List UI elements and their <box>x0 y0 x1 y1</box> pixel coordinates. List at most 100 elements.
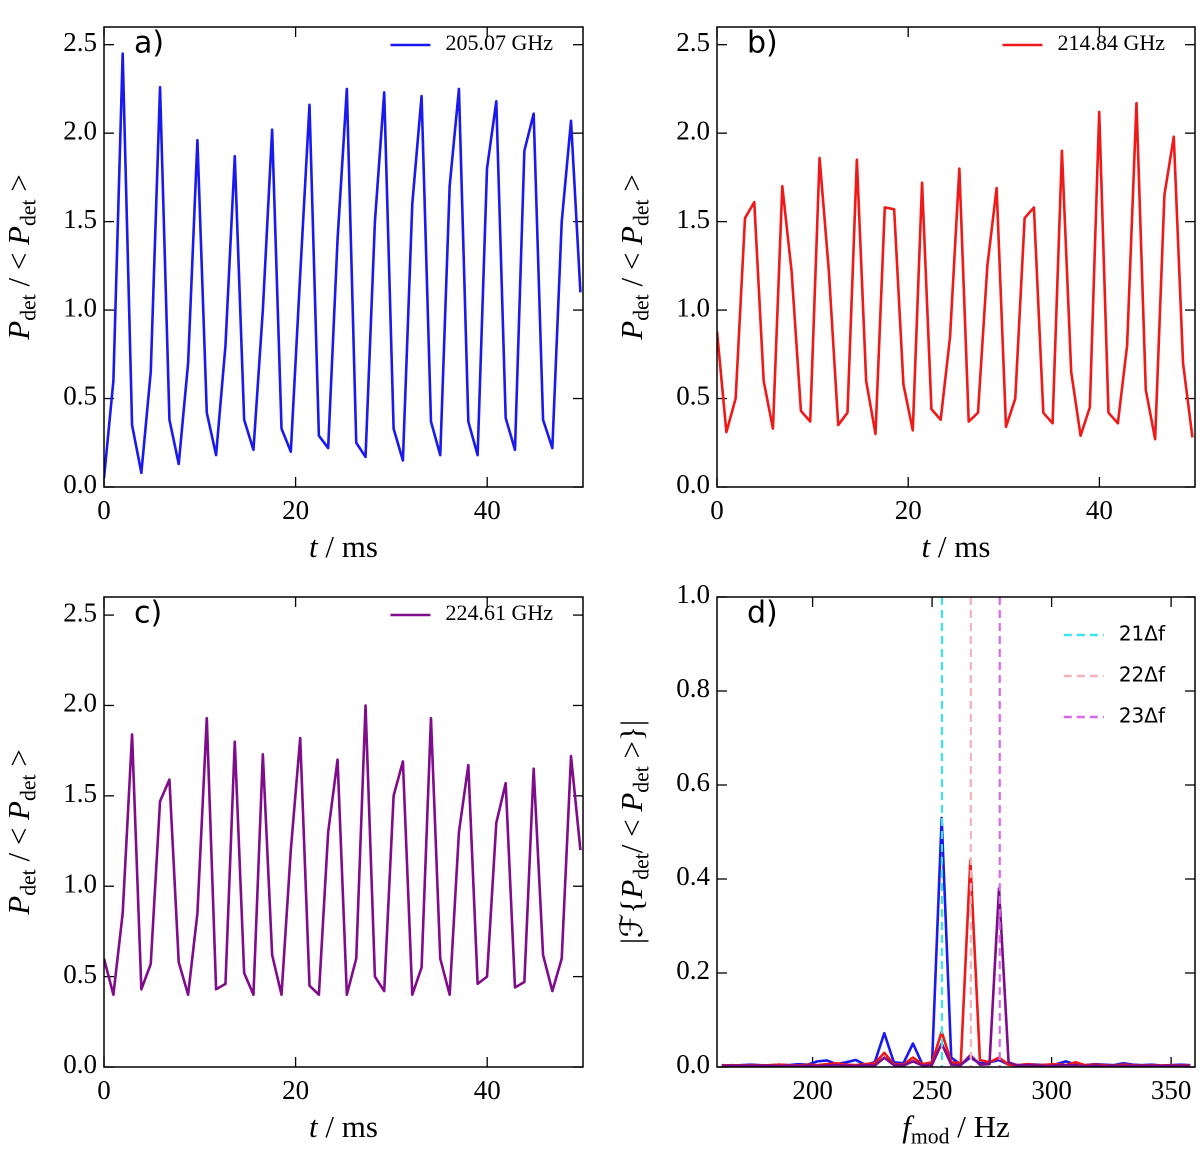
label-part: mod <box>911 1125 950 1149</box>
y-tick-label: 2.0 <box>63 115 97 145</box>
y-axis-label: Pdet / < Pdet > <box>1 174 41 340</box>
x-axis-label: t / ms <box>309 1109 378 1144</box>
label-part: det <box>630 766 654 793</box>
panel: 0.0 0.2 0.4 0.6 0.8 1.0 200 250 300 350 d) fmod / H… <box>614 579 1196 1149</box>
label-part: P <box>614 793 649 813</box>
x-axis-label: fmod / Hz <box>902 1109 1009 1149</box>
legend-label: 22Δf <box>1119 663 1166 687</box>
axes-frame <box>103 26 584 488</box>
y-tick-label: 2.0 <box>676 115 710 145</box>
y-tick-label: 0.5 <box>63 381 97 411</box>
label-part: det <box>630 200 654 227</box>
data-line <box>721 858 1191 1067</box>
axes-frame <box>716 596 1196 1068</box>
y-tick-label: 1.5 <box>63 778 97 808</box>
x-tick-label: 20 <box>282 495 309 525</box>
panel-label: a) <box>134 26 164 61</box>
axes-frame <box>103 596 584 1068</box>
plot-area <box>721 597 1191 1067</box>
y-tick-label: 2.0 <box>63 688 97 718</box>
panel: 0.0 0.5 1.0 1.5 2.0 2.5 0 20 40 c) t / ms Pdet / < … <box>1 596 584 1144</box>
label-part: t <box>309 1109 319 1144</box>
label-part: > <box>614 174 649 199</box>
y-tick-label: 2.5 <box>63 27 97 57</box>
plot-area <box>104 52 582 479</box>
label-part: det <box>17 775 41 802</box>
y-tick-label: 0.2 <box>676 955 710 985</box>
y-tick-label: 2.5 <box>63 597 97 627</box>
y-tick-label: 0.0 <box>63 469 97 499</box>
x-axis-label: t / ms <box>922 529 991 564</box>
panel-label: d) <box>747 596 778 631</box>
label-part: det <box>17 869 41 896</box>
y-tick-label: 1.5 <box>63 204 97 234</box>
x-tick-label: 300 <box>1031 1075 1072 1105</box>
label-part: t <box>922 529 932 564</box>
label-part: / Hz <box>949 1109 1009 1144</box>
x-tick-label: 0 <box>97 495 111 525</box>
label-part: / < <box>614 812 649 854</box>
x-axis-label: t / ms <box>309 529 378 564</box>
data-line <box>721 816 1191 1067</box>
y-axis-label: Pdet / < Pdet > <box>1 749 41 915</box>
y-tick-label: 1.5 <box>676 204 710 234</box>
label-part: P <box>1 226 36 246</box>
label-part: > <box>1 749 36 774</box>
label-part: P <box>614 226 649 246</box>
label-part: >}| <box>614 720 649 766</box>
y-tick-label: 2.5 <box>676 27 710 57</box>
data-line <box>721 887 1191 1067</box>
y-tick-label: 1.0 <box>676 579 710 609</box>
label-part: P <box>614 321 649 341</box>
label-part: det <box>17 294 41 321</box>
panel: 0.0 0.5 1.0 1.5 2.0 2.5 0 20 40 a) t / ms Pdet / < … <box>1 26 584 564</box>
x-tick-label: 250 <box>912 1075 953 1105</box>
legend-label: 205.07 GHz <box>445 30 553 55</box>
label-part: P <box>1 896 36 916</box>
label-part: > <box>1 174 36 199</box>
label-part: / ms <box>318 529 378 564</box>
legend-label: 23Δf <box>1119 704 1166 728</box>
legend-label: 214.84 GHz <box>1057 30 1165 55</box>
label-part: / ms <box>930 529 990 564</box>
label-part: / < <box>614 245 649 294</box>
label-part: det <box>630 853 654 880</box>
label-part: / < <box>1 245 36 294</box>
plot-area <box>717 101 1194 441</box>
label-part: P <box>614 880 649 900</box>
panel-label: b) <box>747 26 778 61</box>
data-line <box>717 101 1194 441</box>
x-tick-label: 40 <box>1086 495 1113 525</box>
y-tick-label: 0.6 <box>676 767 710 797</box>
data-line <box>104 704 582 996</box>
axes-frame <box>716 26 1196 488</box>
x-tick-label: 20 <box>895 495 922 525</box>
data-line <box>104 52 582 479</box>
x-tick-label: 40 <box>474 495 501 525</box>
x-tick-label: 200 <box>792 1075 833 1105</box>
y-tick-label: 0.5 <box>676 381 710 411</box>
label-part: det <box>17 200 41 227</box>
y-tick-label: 0.4 <box>676 861 710 891</box>
x-tick-label: 350 <box>1151 1075 1192 1105</box>
plot-area <box>104 704 582 996</box>
label-part: P <box>1 801 36 821</box>
label-part: det <box>630 294 654 321</box>
legend-label: 224.61 GHz <box>445 600 553 625</box>
y-tick-label: 0.0 <box>676 469 710 499</box>
y-tick-label: 1.0 <box>676 292 710 322</box>
label-part: P <box>1 321 36 341</box>
y-axis-label: |ℱ{Pdet/ < Pdet >}| <box>614 720 654 944</box>
panel: 0.0 0.5 1.0 1.5 2.0 2.5 0 20 40 b) t / ms Pdet / < … <box>614 26 1196 564</box>
y-tick-label: 1.0 <box>63 292 97 322</box>
y-tick-label: 0.0 <box>63 1049 97 1079</box>
legend-label: 21Δf <box>1119 622 1166 646</box>
y-tick-label: 0.5 <box>63 959 97 989</box>
label-part: |ℱ{ <box>614 899 649 944</box>
x-tick-label: 0 <box>97 1075 111 1105</box>
label-part: / ms <box>318 1109 378 1144</box>
label-part: t <box>309 529 319 564</box>
panel-label: c) <box>134 596 162 631</box>
x-tick-label: 20 <box>282 1075 309 1105</box>
